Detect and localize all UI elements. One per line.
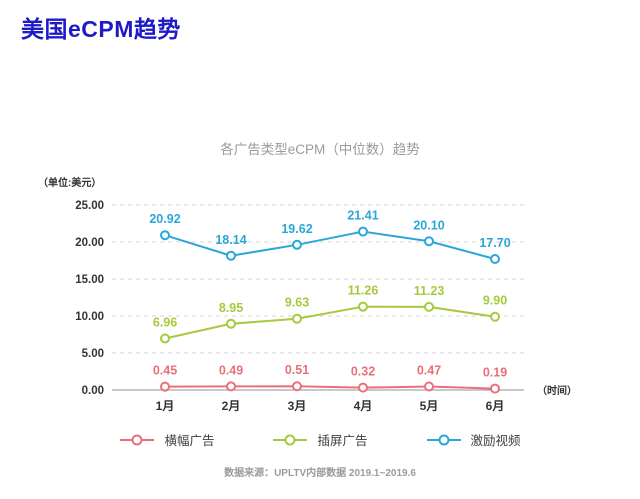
series-line — [164, 230, 496, 261]
data-point[interactable] — [226, 318, 236, 329]
ecpm-line-chart: （单位:美元） 0.00 5.00 10.00 15.00 20.00 25.00 1月 2月 3… — [38, 176, 577, 413]
data-point[interactable] — [160, 333, 170, 344]
data-point[interactable] — [292, 313, 302, 324]
page-title: 美国eCPM趋势 — [21, 16, 181, 42]
data-point[interactable] — [226, 250, 236, 261]
legend-marker-icon — [273, 434, 308, 445]
x-tick-label: 3月 — [288, 399, 307, 413]
data-label: 17.70 — [479, 236, 510, 250]
data-point[interactable] — [160, 230, 170, 241]
legend-label: 插屏广告 — [317, 434, 368, 448]
y-tick-label: 15.00 — [75, 274, 104, 286]
legend-label: 横幅广告 — [164, 434, 215, 448]
data-label: 9.90 — [483, 294, 507, 308]
data-point[interactable] — [292, 381, 302, 392]
data-point[interactable] — [358, 382, 368, 393]
data-label: 20.10 — [413, 218, 444, 232]
data-point[interactable] — [358, 301, 368, 312]
data-point[interactable] — [292, 239, 302, 250]
legend-marker-icon — [120, 434, 155, 445]
legend-label: 激励视频 — [470, 434, 521, 448]
data-label: 0.47 — [417, 364, 441, 378]
data-point[interactable] — [424, 301, 434, 312]
data-source-note: 数据来源：UPLTV内部数据 2019.1~2019.6 — [224, 468, 416, 479]
data-label: 11.23 — [414, 284, 445, 298]
x-tick-label: 1月 — [156, 399, 175, 413]
data-label: 0.32 — [351, 365, 375, 379]
data-label: 0.49 — [219, 363, 243, 377]
series-line — [164, 385, 496, 390]
data-label: 6.96 — [153, 315, 177, 329]
data-label: 19.62 — [281, 222, 312, 236]
x-tick-label: 6月 — [486, 399, 505, 413]
data-label: 8.95 — [219, 301, 243, 315]
data-label: 0.51 — [285, 363, 309, 377]
x-tick-label: 5月 — [420, 399, 439, 413]
legend-item[interactable]: 横幅广告 — [119, 430, 214, 449]
y-tick-label: 0.00 — [82, 385, 104, 397]
legend-item[interactable]: 激励视频 — [426, 430, 521, 449]
y-tick-label: 5.00 — [82, 348, 104, 360]
x-axis-time-label: （时间） — [537, 384, 577, 397]
x-tick-label: 2月 — [222, 399, 241, 413]
data-point[interactable] — [490, 311, 500, 322]
data-label: 9.63 — [285, 296, 309, 310]
legend-marker-icon — [426, 434, 461, 445]
chart-title: 各广告类型eCPM（中位数）趋势 — [220, 142, 420, 157]
data-point[interactable] — [160, 381, 170, 392]
data-label: 11.26 — [348, 284, 379, 298]
x-tick-label: 4月 — [354, 399, 373, 413]
data-label: 21.41 — [347, 209, 378, 223]
legend-item[interactable]: 插屏广告 — [272, 430, 368, 449]
data-point[interactable] — [490, 383, 500, 394]
data-point[interactable] — [424, 236, 434, 247]
series-line — [164, 305, 496, 340]
data-point[interactable] — [226, 381, 236, 392]
y-axis-unit-label: （单位:美元） — [38, 176, 101, 189]
data-label: 18.14 — [215, 233, 246, 247]
data-label: 0.19 — [483, 366, 507, 380]
y-tick-label: 20.00 — [75, 237, 104, 249]
data-label: 0.45 — [153, 364, 177, 378]
data-label: 20.92 — [149, 212, 180, 226]
chart-legend: 横幅广告 插屏广告 激励视频 — [0, 430, 640, 449]
data-point[interactable] — [424, 381, 434, 392]
y-tick-label: 10.00 — [75, 311, 104, 323]
y-tick-label: 25.00 — [75, 200, 104, 212]
data-point[interactable] — [358, 226, 368, 237]
data-point[interactable] — [490, 254, 500, 265]
